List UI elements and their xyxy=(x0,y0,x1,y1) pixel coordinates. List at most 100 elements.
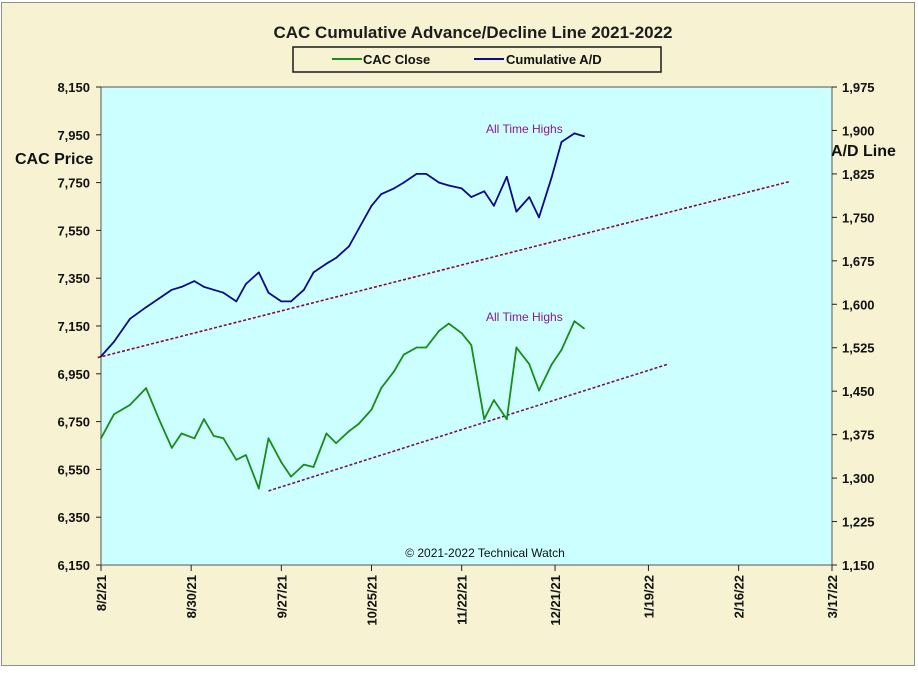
cac-close-point xyxy=(245,454,247,456)
series-lines xyxy=(100,132,585,490)
cac-close-point xyxy=(145,387,148,389)
cumulative-ad-point xyxy=(129,317,131,320)
left-tick-label: 6,150 xyxy=(57,558,90,573)
left-tick-label: 7,150 xyxy=(57,319,90,334)
cumulative-ad-point xyxy=(312,271,315,274)
x-tick-label: 9/27/21 xyxy=(274,575,289,618)
cac-close-point xyxy=(158,418,160,421)
cac-close-point xyxy=(538,389,540,392)
left-tick-label: 7,950 xyxy=(57,128,90,143)
cumulative-ad-point xyxy=(505,175,508,178)
right-tick-label: 1,450 xyxy=(842,384,875,399)
cumulative-ad-point xyxy=(180,286,183,288)
cac-close-point xyxy=(415,346,418,349)
cumulative-ad-point xyxy=(280,300,283,303)
right-tick-label: 1,825 xyxy=(842,167,875,182)
cumulative-ad-point xyxy=(348,245,350,248)
cumulative-ad-point xyxy=(470,196,473,199)
right-axis: 1,975 1,900 1,825 1,750 1,675 1,600 1,525 1,450… xyxy=(832,80,875,573)
cumulative-ad-point xyxy=(583,135,585,138)
x-tick-label: 8/2/21 xyxy=(94,575,109,611)
right-tick-label: 1,375 xyxy=(842,428,875,443)
cumulative-ad-point xyxy=(158,297,160,300)
cumulative-ad-point xyxy=(573,132,576,135)
cac-close-point xyxy=(357,423,360,425)
cac-close-point xyxy=(380,387,383,389)
right-tick-label: 1,675 xyxy=(842,254,875,269)
cumulative-ad-point xyxy=(303,288,305,291)
right-tick-label: 1,150 xyxy=(842,558,875,573)
cumulative-ad-point xyxy=(222,291,225,294)
cac-close-point xyxy=(212,435,215,437)
cumulative-ad-point xyxy=(245,283,247,285)
cumulative-ad-point xyxy=(528,196,531,199)
cac-close-point xyxy=(180,432,183,435)
cumulative-ad-point xyxy=(235,300,238,303)
cac-close-point xyxy=(393,370,395,373)
cac-close-point xyxy=(129,404,131,406)
cac-close-point xyxy=(402,353,405,356)
legend-label-cumulative-ad: Cumulative A/D xyxy=(506,52,602,67)
cac-close-point xyxy=(203,418,205,421)
cac-close-point xyxy=(348,430,350,433)
x-tick-label: 10/25/21 xyxy=(365,575,380,626)
cumulative-ad-point xyxy=(425,173,428,175)
trendline-0 xyxy=(97,180,791,359)
cac-close-point xyxy=(528,363,531,366)
right-axis-title: A/D Line xyxy=(831,143,896,160)
plot-area xyxy=(100,86,833,566)
cac-close-point xyxy=(583,327,585,330)
right-tick-label: 1,225 xyxy=(842,515,875,530)
cac-close-point xyxy=(515,346,518,349)
legend-label-cac-close: CAC Close xyxy=(363,52,430,67)
cac-close-point xyxy=(447,322,450,325)
cumulative-ad-point xyxy=(460,187,463,190)
annotation-ad-all-time-highs: All Time Highs xyxy=(486,122,563,136)
cumulative-ad-point xyxy=(560,141,563,143)
left-tick-label: 8,150 xyxy=(57,80,90,95)
left-tick-label: 7,550 xyxy=(57,223,90,238)
cumulative-ad-point xyxy=(357,228,360,230)
cac-close-point xyxy=(235,458,238,461)
right-tick-label: 1,750 xyxy=(842,210,875,225)
cumulative-ad-point xyxy=(145,306,148,309)
x-tick-label: 8/30/21 xyxy=(184,575,199,618)
chart-svg: CAC Cumulative Advance/Decline Line 2021… xyxy=(15,23,896,626)
cac-close-point xyxy=(438,329,440,332)
cumulative-ad-point xyxy=(257,271,260,274)
left-axis: 8,150 7,950 7,750 7,550 7,350 7,150 6,950 6,750… xyxy=(57,80,101,573)
cac-close-point xyxy=(170,447,173,449)
cac-close-point xyxy=(312,466,315,468)
left-axis-title: CAC Price xyxy=(15,151,93,168)
cumulative-ad-point xyxy=(493,204,495,207)
cumulative-ad-point xyxy=(515,210,518,213)
cac-close-point xyxy=(550,363,553,366)
cumulative-ad-point xyxy=(393,187,395,190)
cac-close-point xyxy=(193,437,196,440)
right-tick-label: 1,525 xyxy=(842,341,875,356)
cac-close-point xyxy=(505,418,508,421)
cumulative-ad-point xyxy=(170,288,173,291)
cumulative-ad-point xyxy=(538,216,540,219)
annotation-cac-all-time-highs: All Time Highs xyxy=(486,310,563,324)
cac-close-point xyxy=(493,399,495,401)
cac-close-point xyxy=(470,344,473,346)
x-tick-label: 12/21/21 xyxy=(548,575,563,626)
cac-close-point xyxy=(335,442,337,444)
cumulative-ad-point xyxy=(447,184,450,187)
x-tick-label: 3/17/22 xyxy=(825,575,840,618)
cumulative-ad-point xyxy=(290,300,292,303)
cumulative-ad-point xyxy=(438,181,440,184)
cac-close-point xyxy=(460,332,463,335)
right-tick-label: 1,300 xyxy=(842,471,875,486)
cac-close-point xyxy=(573,320,576,323)
cumulative-ad-point xyxy=(113,341,115,343)
cac-close-point xyxy=(280,461,283,464)
cumulative-ad-point xyxy=(402,181,405,184)
cac-close-point xyxy=(267,437,270,440)
cumulative-ad-point xyxy=(483,190,486,193)
cac-close-point xyxy=(222,437,225,440)
cumulative-ad-point xyxy=(100,355,102,358)
cac-close-point xyxy=(370,408,373,411)
